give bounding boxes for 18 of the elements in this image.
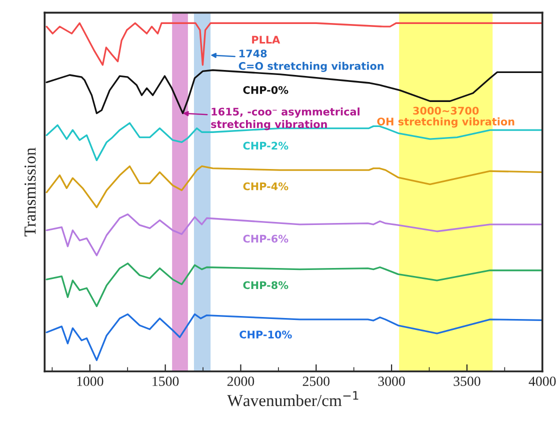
x-tick-label: 4000 <box>528 376 556 386</box>
x-tick-label: 3500 <box>454 376 480 386</box>
series-label: CHP-10% <box>240 330 292 338</box>
x-tick-label: 2500 <box>302 376 330 386</box>
series-label: PLLA <box>252 36 280 44</box>
series-label: CHP-2% <box>243 142 288 150</box>
x-tick-label: 1000 <box>77 376 104 386</box>
series-label: CHP-8% <box>243 281 288 290</box>
y-axis-title: Transmission <box>24 148 36 236</box>
series-label: CHP-4% <box>243 182 288 190</box>
annotation: 1748 C=O stretching vibration <box>238 50 384 72</box>
series-label: CHP-6% <box>243 234 288 243</box>
x-axis-title: Wavenumber/cm$^{−1}$ <box>227 391 358 406</box>
annotation: 1615, -coo⁻ asymmetrical stretching vibration <box>211 108 360 130</box>
series-label: CHP-0% <box>243 86 288 94</box>
x-tick-label: 3000 <box>378 376 405 386</box>
x-tick-label: 1500 <box>152 376 179 386</box>
x-tick-label: 2000 <box>227 376 254 386</box>
